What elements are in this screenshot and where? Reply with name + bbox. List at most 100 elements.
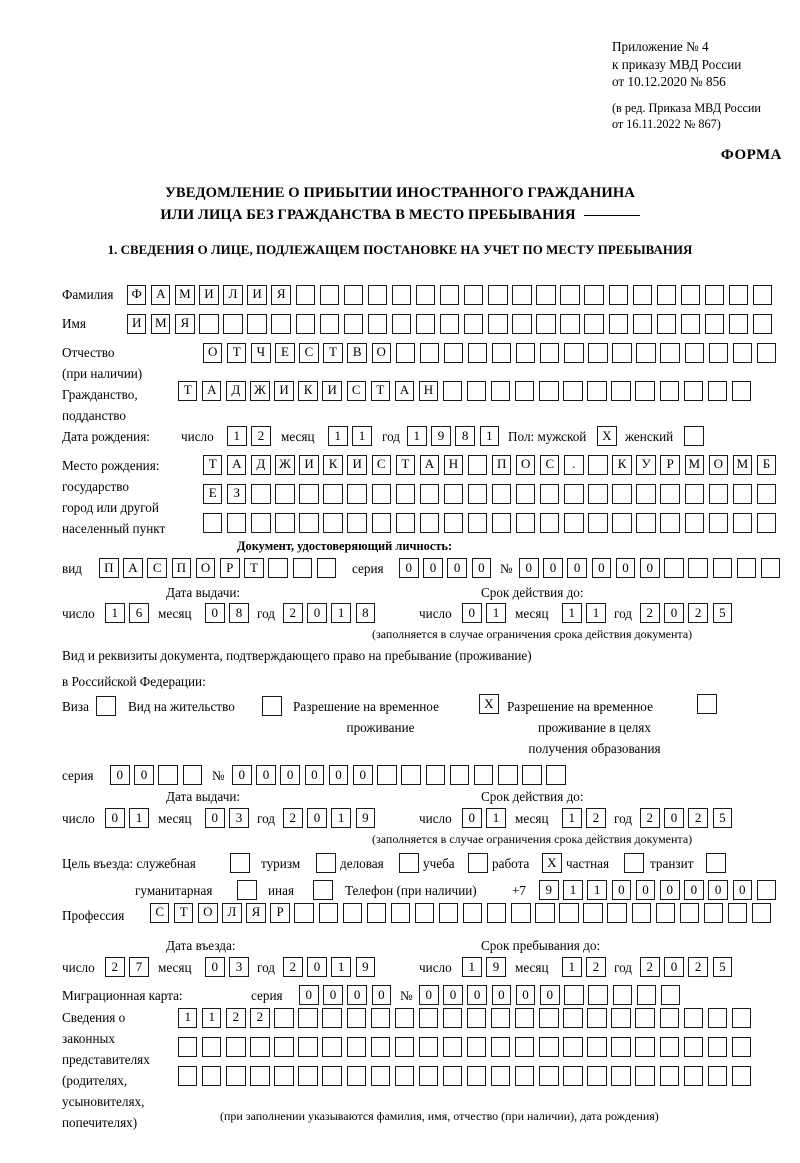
char-box[interactable] bbox=[425, 765, 446, 786]
checkbox-female[interactable] bbox=[684, 426, 704, 447]
char-box[interactable] bbox=[588, 513, 608, 533]
char-box[interactable] bbox=[588, 455, 608, 475]
char-box[interactable]: 0 bbox=[615, 558, 636, 579]
char-box[interactable]: 1 bbox=[129, 808, 149, 829]
reps-boxes-row-3[interactable] bbox=[178, 1066, 756, 1086]
char-box[interactable] bbox=[516, 513, 536, 533]
char-box[interactable] bbox=[251, 484, 271, 504]
char-box[interactable]: 5 bbox=[712, 603, 733, 624]
char-box[interactable] bbox=[660, 513, 680, 533]
char-box[interactable]: 0 bbox=[467, 985, 487, 1006]
char-box[interactable] bbox=[636, 985, 657, 1006]
char-box[interactable] bbox=[391, 314, 412, 334]
char-box[interactable] bbox=[442, 1037, 463, 1057]
char-box[interactable]: Е bbox=[275, 343, 295, 363]
char-box[interactable]: О bbox=[371, 343, 391, 363]
char-box[interactable]: 0 bbox=[447, 558, 467, 579]
char-box[interactable] bbox=[584, 285, 604, 305]
char-box[interactable]: И bbox=[199, 285, 219, 305]
char-box[interactable]: 0 bbox=[299, 985, 319, 1006]
char-box[interactable] bbox=[656, 314, 677, 334]
char-box[interactable]: 0 bbox=[205, 808, 225, 829]
char-box[interactable]: Ж bbox=[250, 381, 270, 401]
char-box[interactable] bbox=[703, 903, 724, 923]
char-box[interactable] bbox=[680, 285, 701, 305]
char-box[interactable]: 2 bbox=[251, 426, 271, 447]
char-box[interactable] bbox=[294, 903, 314, 923]
char-box[interactable]: 1 bbox=[328, 426, 348, 447]
char-box[interactable] bbox=[223, 314, 243, 334]
char-box[interactable]: А bbox=[123, 558, 143, 579]
char-box[interactable] bbox=[346, 1037, 366, 1057]
char-box[interactable]: Т bbox=[323, 343, 343, 363]
char-box[interactable] bbox=[199, 314, 219, 334]
char-box[interactable] bbox=[753, 314, 773, 334]
char-box[interactable]: 1 bbox=[178, 1008, 198, 1028]
char-box[interactable]: 9 bbox=[539, 880, 559, 901]
char-box[interactable]: А bbox=[419, 455, 440, 475]
char-box[interactable] bbox=[660, 985, 681, 1006]
char-box[interactable] bbox=[611, 1037, 631, 1057]
char-box[interactable]: 0 bbox=[347, 985, 367, 1006]
char-box[interactable]: Ф bbox=[127, 285, 147, 305]
char-box[interactable] bbox=[655, 903, 676, 923]
char-box[interactable] bbox=[635, 1037, 655, 1057]
char-box[interactable] bbox=[377, 765, 397, 786]
char-box[interactable] bbox=[659, 381, 679, 401]
char-box[interactable]: 2 bbox=[688, 808, 708, 829]
char-box[interactable] bbox=[659, 1008, 679, 1028]
char-box[interactable]: У bbox=[636, 455, 656, 475]
char-box[interactable] bbox=[442, 381, 463, 401]
char-box[interactable] bbox=[250, 1037, 270, 1057]
char-box[interactable]: 0 bbox=[659, 880, 680, 901]
char-box[interactable]: 0 bbox=[462, 603, 482, 624]
char-box[interactable] bbox=[491, 1066, 511, 1086]
char-box[interactable]: В bbox=[347, 343, 367, 363]
char-box[interactable] bbox=[684, 343, 704, 363]
char-box[interactable] bbox=[347, 484, 367, 504]
char-box[interactable] bbox=[539, 1066, 559, 1086]
char-box[interactable]: А bbox=[151, 285, 171, 305]
char-box[interactable]: 1 bbox=[352, 426, 372, 447]
char-box[interactable] bbox=[712, 558, 733, 579]
char-box[interactable]: Е bbox=[203, 484, 223, 504]
char-box[interactable] bbox=[498, 765, 518, 786]
char-box[interactable] bbox=[343, 285, 364, 305]
char-box[interactable] bbox=[414, 903, 435, 923]
char-box[interactable] bbox=[491, 1037, 511, 1057]
checkbox-purpose-humanitarian[interactable] bbox=[237, 880, 257, 901]
char-box[interactable] bbox=[391, 285, 412, 305]
char-box[interactable] bbox=[442, 1008, 463, 1028]
char-box[interactable]: 1 bbox=[105, 603, 125, 624]
char-box[interactable]: К bbox=[298, 381, 318, 401]
char-box[interactable] bbox=[680, 314, 701, 334]
checkbox-visa[interactable] bbox=[96, 696, 116, 717]
char-box[interactable] bbox=[464, 314, 484, 334]
char-box[interactable]: И bbox=[299, 455, 319, 475]
char-box[interactable] bbox=[760, 558, 781, 579]
char-box[interactable]: 8 bbox=[455, 426, 475, 447]
char-box[interactable] bbox=[488, 285, 508, 305]
char-box[interactable] bbox=[463, 903, 483, 923]
char-box[interactable] bbox=[178, 1037, 198, 1057]
char-box[interactable]: А bbox=[227, 455, 247, 475]
char-box[interactable] bbox=[515, 1066, 535, 1086]
char-box[interactable]: И bbox=[347, 455, 367, 475]
char-box[interactable]: 0 bbox=[205, 603, 225, 624]
checkbox-purpose-work[interactable]: X bbox=[542, 853, 562, 874]
char-box[interactable] bbox=[679, 903, 700, 923]
char-box[interactable] bbox=[587, 1066, 607, 1086]
char-box[interactable] bbox=[731, 1008, 752, 1028]
